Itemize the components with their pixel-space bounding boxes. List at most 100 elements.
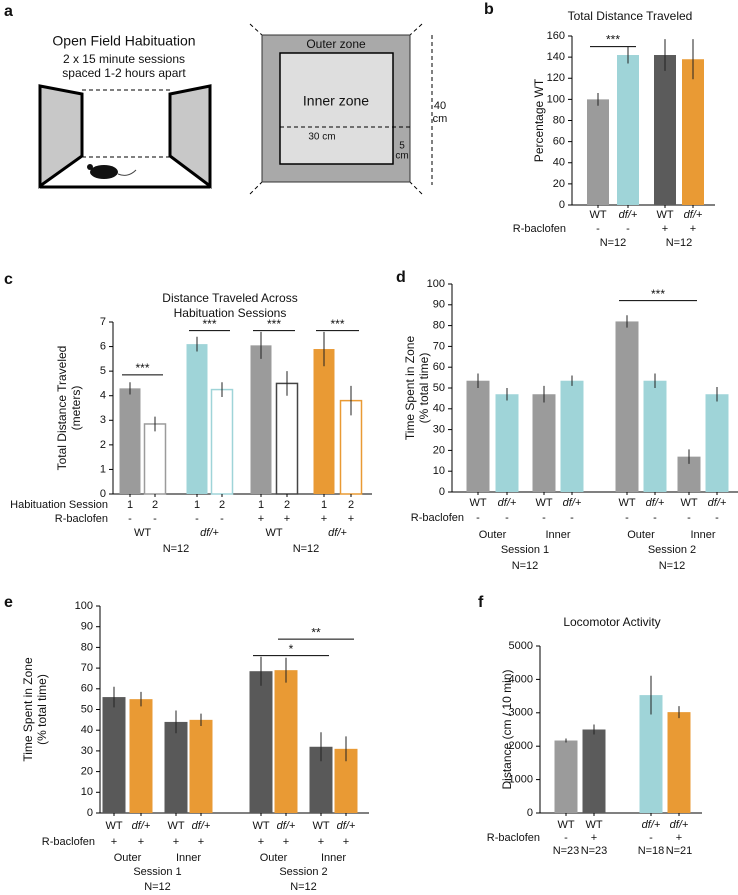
bar xyxy=(532,394,556,492)
y-axis-label: (meters) xyxy=(69,386,83,431)
row-value: + xyxy=(258,836,264,848)
y-tick-label: 50 xyxy=(433,382,445,394)
y-tick-label: 20 xyxy=(433,444,445,456)
row-value: - xyxy=(715,512,719,524)
chart-title: Habituation Sessions xyxy=(174,306,287,320)
x-tick-label: 1 xyxy=(258,499,264,511)
y-tick-label: 0 xyxy=(559,199,565,211)
group-label: df/+ xyxy=(200,527,219,539)
x-tick-label: WT xyxy=(680,497,697,509)
group-label: Inner xyxy=(321,852,346,864)
row-value: + xyxy=(318,836,324,848)
y-tick-label: 70 xyxy=(433,340,445,352)
dimension-label: cm xyxy=(433,113,448,125)
bar xyxy=(560,380,584,492)
y-tick-label: 4000 xyxy=(509,673,533,685)
row-value: - xyxy=(564,832,568,844)
x-tick-label: df/+ xyxy=(642,819,661,831)
bar xyxy=(495,394,519,492)
y-tick-label: 90 xyxy=(433,299,445,311)
bar xyxy=(587,99,609,205)
chart-title: Total Distance Traveled xyxy=(568,9,693,23)
row-label: Habituation Session xyxy=(10,499,108,511)
y-tick-label: 40 xyxy=(553,157,565,169)
row-value: + xyxy=(343,836,349,848)
y-tick-label: 7 xyxy=(100,316,106,328)
panel-label: f xyxy=(478,594,484,611)
x-tick-label: WT xyxy=(312,820,329,832)
arena-wall xyxy=(168,84,212,189)
group-label: WT xyxy=(134,527,151,539)
y-axis-label: Percentage WT xyxy=(532,78,546,162)
x-tick-label: df/+ xyxy=(684,209,703,221)
y-tick-label: 2 xyxy=(100,439,106,451)
bar xyxy=(639,695,663,813)
row-value: + xyxy=(690,223,696,235)
y-tick-label: 0 xyxy=(439,486,445,498)
row-value: - xyxy=(505,512,509,524)
group-label: N=12 xyxy=(600,237,627,249)
group-label: N=12 xyxy=(144,881,171,893)
bar xyxy=(309,746,333,813)
y-tick-label: 3000 xyxy=(509,707,533,719)
y-tick-label: 80 xyxy=(553,114,565,126)
significance-label: *** xyxy=(330,317,344,331)
x-tick-label: df/+ xyxy=(337,820,356,832)
y-axis-label: Time Spent in Zone xyxy=(21,657,35,762)
dimension-label: cm xyxy=(395,151,408,162)
significance-label: *** xyxy=(651,287,665,301)
y-tick-label: 100 xyxy=(547,93,565,105)
y-axis-label: Distance (cm / 10 min) xyxy=(500,669,514,789)
x-tick-label: df/+ xyxy=(132,820,151,832)
bar xyxy=(186,344,208,494)
y-tick-label: 10 xyxy=(81,786,93,798)
x-tick-label: WT xyxy=(252,820,269,832)
group-label: N=12 xyxy=(659,560,686,572)
mouse-tail xyxy=(117,169,137,176)
significance-label: *** xyxy=(202,317,216,331)
bar xyxy=(275,382,299,495)
x-tick-label: WT xyxy=(535,497,552,509)
bar xyxy=(334,748,358,813)
dimension-label: 40 xyxy=(434,100,446,112)
y-tick-label: 60 xyxy=(433,361,445,373)
bar xyxy=(313,349,335,494)
diagram-subtitle: 2 x 15 minute sessions xyxy=(63,52,185,66)
row-value: + xyxy=(662,223,668,235)
bar xyxy=(667,712,691,813)
row-value: - xyxy=(570,512,574,524)
diagram-subtitle: spaced 1-2 hours apart xyxy=(62,66,186,80)
row-value: + xyxy=(348,513,354,525)
bar xyxy=(129,699,153,813)
bar xyxy=(143,423,167,495)
group-label: N=12 xyxy=(290,881,317,893)
x-tick-label: df/+ xyxy=(670,819,689,831)
group-label: Inner xyxy=(545,529,570,541)
zone-label: Inner zone xyxy=(303,93,369,109)
significance-label: *** xyxy=(267,317,281,331)
row-value: + xyxy=(111,836,117,848)
y-tick-label: 100 xyxy=(427,278,445,290)
x-tick-label: df/+ xyxy=(619,209,638,221)
significance-label: * xyxy=(289,642,294,656)
x-tick-label: 2 xyxy=(152,499,158,511)
panel-label: b xyxy=(484,1,494,18)
y-tick-label: 80 xyxy=(81,641,93,653)
group-label: Outer xyxy=(114,852,142,864)
row-label: R-baclofen xyxy=(487,832,540,844)
y-tick-label: 4 xyxy=(100,390,106,402)
x-tick-label: WT xyxy=(469,497,486,509)
bar xyxy=(615,321,639,492)
group-label: Outer xyxy=(260,852,288,864)
panel-label: a xyxy=(4,3,13,20)
x-tick-label: WT xyxy=(585,819,602,831)
bar xyxy=(250,345,272,494)
bar xyxy=(682,59,704,205)
group-label: Outer xyxy=(627,529,655,541)
x-tick-label: WT xyxy=(656,209,673,221)
y-tick-label: 5000 xyxy=(509,640,533,652)
y-tick-label: 5 xyxy=(100,365,106,377)
corner xyxy=(249,181,263,195)
y-tick-label: 140 xyxy=(547,51,565,63)
significance-label: *** xyxy=(135,361,149,375)
